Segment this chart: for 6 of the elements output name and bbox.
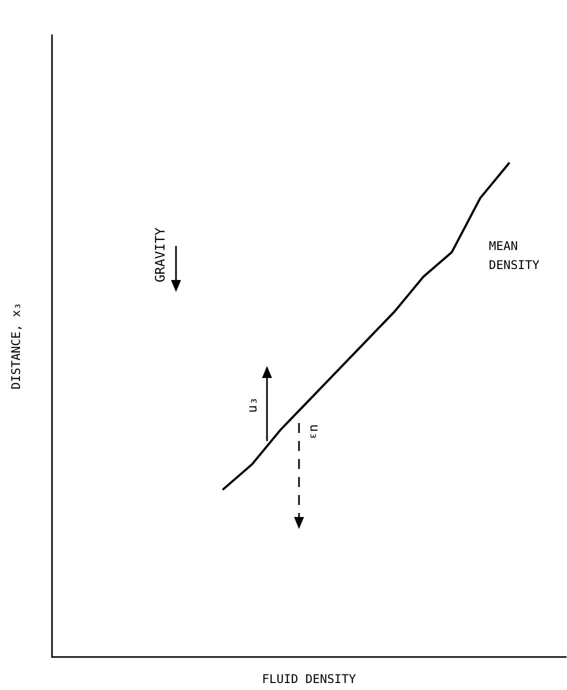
annotation: GRAVITY [154, 227, 168, 282]
text: MEAN DENSITY [488, 238, 540, 272]
annotation: u₃ [246, 397, 260, 413]
y-axis-title: DISTANCE, x₃ [9, 302, 23, 390]
x-axis-title: FLUID DENSITY [262, 672, 357, 686]
annotation: u₃ [306, 424, 322, 440]
